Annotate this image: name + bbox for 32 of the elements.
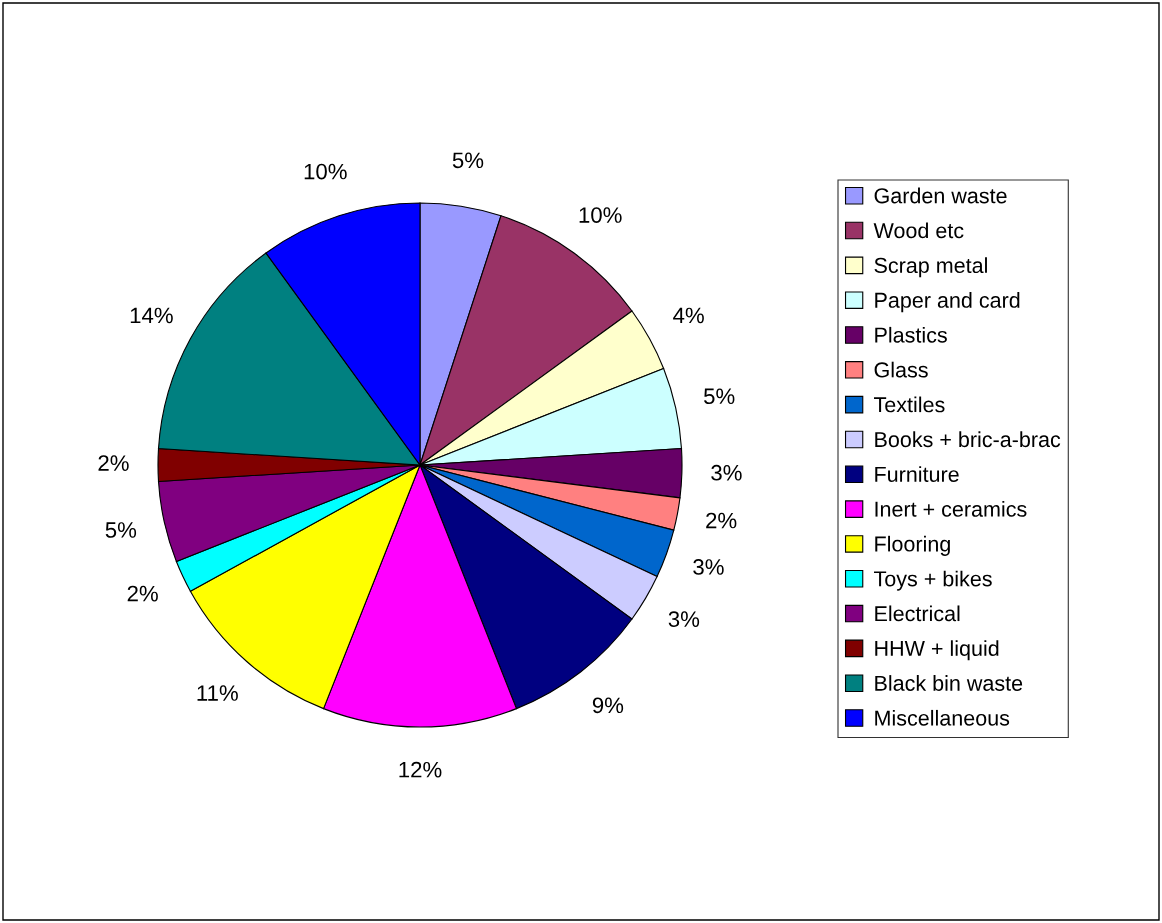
data-label: 2% bbox=[98, 455, 129, 471]
data-label: 5% bbox=[452, 152, 484, 169]
legend-label: Scrap metal bbox=[874, 257, 987, 278]
data-label: 5% bbox=[704, 388, 735, 405]
legend-label: Miscellaneous bbox=[875, 709, 1010, 726]
legend-label: Plastics bbox=[875, 326, 947, 343]
data-label: 14% bbox=[130, 307, 173, 324]
data-label: 3% bbox=[693, 559, 724, 575]
legend-label: Flooring bbox=[875, 535, 950, 556]
data-label: 3% bbox=[668, 611, 700, 628]
data-label: 3% bbox=[711, 464, 742, 481]
data-label: 9% bbox=[592, 697, 624, 714]
legend-label: Furniture bbox=[875, 466, 959, 482]
legend-label: Textiles bbox=[874, 396, 945, 413]
legend-label: Black bin waste bbox=[875, 675, 1023, 691]
legend-label: Paper and card bbox=[875, 292, 1020, 313]
data-label: 2% bbox=[706, 512, 737, 529]
legend-label: Toys + bikes bbox=[874, 570, 992, 591]
data-label: 12% bbox=[399, 761, 442, 778]
data-label: 10% bbox=[304, 163, 347, 180]
legend-label: Glass bbox=[874, 361, 928, 378]
legend-label: Wood etc bbox=[873, 222, 964, 239]
data-label: 5% bbox=[105, 522, 137, 538]
data-label: 10% bbox=[579, 207, 622, 223]
legend-label: HHW + liquid bbox=[875, 640, 999, 661]
data-label: 4% bbox=[673, 307, 704, 324]
legend-label: Books + bric-a-brac bbox=[875, 431, 1061, 448]
legend-label: Electrical bbox=[875, 605, 960, 622]
legend-label: Inert + ceramics bbox=[875, 500, 1027, 517]
data-label: 11% bbox=[197, 685, 238, 701]
data-label: 2% bbox=[127, 585, 158, 602]
legend-label: Garden waste bbox=[874, 187, 1007, 204]
